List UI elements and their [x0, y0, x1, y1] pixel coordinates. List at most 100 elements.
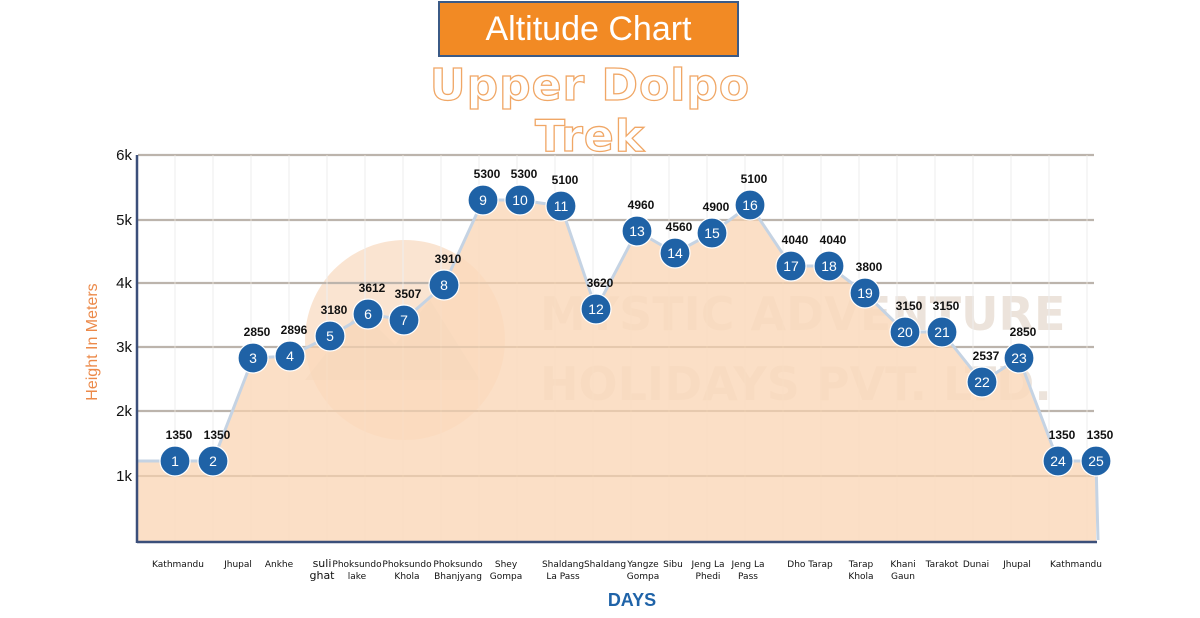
marker-circle-icon — [1042, 445, 1074, 477]
x-category-label: Jhupal — [1002, 560, 1031, 570]
day-number: 11 — [554, 198, 569, 214]
altitude-area — [138, 200, 1096, 542]
marker-circle-icon — [813, 250, 845, 282]
altitude-value-label: 3150 — [933, 299, 960, 313]
data-point: 19 3800 — [849, 260, 883, 309]
x-category-label: suli — [313, 557, 332, 570]
y-tick-label: 6k — [116, 147, 132, 164]
y-tick-label: 2k — [116, 403, 132, 420]
data-point: 16 5100 — [734, 172, 768, 221]
marker-circle-icon — [1003, 342, 1035, 374]
data-point: 18 4040 — [813, 233, 847, 282]
data-point: 7 3507 — [388, 287, 422, 336]
data-point: 5 3180 — [314, 303, 348, 352]
x-category-label: Bhanjyang — [434, 572, 482, 582]
x-category-label: Phedi — [696, 572, 721, 582]
data-point: 13 4960 — [621, 198, 655, 247]
day-number: 15 — [704, 225, 720, 241]
marker-circle-icon — [966, 366, 998, 398]
marker-circle-icon — [889, 316, 921, 348]
x-axis-label-wrap: DAYS — [0, 590, 1200, 611]
x-category-labels: Kathmandu Jhupal Ankhe sulighatPhoksundolak… — [152, 557, 1102, 582]
altitude-value-label: 3800 — [856, 260, 883, 274]
day-number: 16 — [742, 197, 758, 213]
day-number: 7 — [400, 312, 408, 328]
x-category-label: Khani — [890, 560, 915, 570]
x-category-label: Jeng La — [731, 560, 765, 570]
x-category-label: Khola — [394, 572, 419, 582]
day-number: 14 — [667, 245, 683, 261]
data-point: 9 5300 — [467, 167, 501, 216]
data-point: 14 4560 — [659, 220, 693, 269]
x-category-label: Gompa — [490, 572, 522, 582]
altitude-value-label: 4560 — [666, 220, 693, 234]
data-point: 10 5300 — [504, 167, 538, 216]
marker-circle-icon — [388, 304, 420, 336]
altitude-value-label: 4900 — [703, 200, 730, 214]
x-category-label: Pass — [738, 572, 758, 582]
x-category-label: Phoksundo — [332, 560, 382, 570]
marker-circle-icon — [545, 190, 577, 222]
x-category-label: Phoksundo — [433, 560, 483, 570]
day-number: 10 — [512, 192, 528, 208]
y-tick-label: 3k — [116, 339, 132, 356]
day-number: 17 — [783, 258, 799, 274]
altitude-value-label: 1350 — [1087, 428, 1114, 442]
altitude-value-label: 1350 — [204, 428, 231, 442]
x-axis-label: DAYS — [607, 590, 657, 610]
day-number: 13 — [629, 223, 645, 239]
y-tick-label: 5k — [116, 212, 132, 229]
data-point: 2 1350 — [197, 428, 231, 477]
y-tick-labels: 6k 5k 4k 3k 2k 1k — [116, 147, 132, 485]
chart-title-banner: Altitude Chart — [438, 1, 739, 57]
day-number: 25 — [1088, 453, 1104, 469]
marker-circle-icon — [696, 217, 728, 249]
marker-circle-icon — [580, 293, 612, 325]
altitude-value-label: 3910 — [435, 252, 462, 266]
data-point: 15 4900 — [696, 200, 730, 249]
x-category-label: Gaun — [891, 572, 915, 582]
altitude-value-label: 3150 — [896, 299, 923, 313]
x-category-label: Phoksundo — [382, 560, 432, 570]
marker-circle-icon — [926, 316, 958, 348]
x-category-label: Tarakot — [925, 560, 959, 570]
marker-circle-icon — [428, 269, 460, 301]
altitude-value-label: 4040 — [820, 233, 847, 247]
chart-title: Altitude Chart — [485, 9, 692, 48]
data-point: 4 2896 — [274, 323, 308, 372]
marker-circle-icon — [274, 340, 306, 372]
y-tick-label: 4k — [116, 275, 132, 292]
x-category-label: La Pass — [546, 572, 580, 582]
altitude-value-label: 4040 — [782, 233, 809, 247]
data-point: 20 3150 — [889, 299, 923, 348]
marker-circle-icon — [621, 215, 653, 247]
day-number: 22 — [974, 374, 990, 390]
data-point: 17 4040 — [775, 233, 809, 282]
marker-circle-icon — [504, 184, 536, 216]
day-number: 19 — [857, 285, 873, 301]
x-category-label: Tarap — [848, 560, 874, 570]
data-point: 8 3910 — [428, 252, 462, 301]
day-number: 3 — [249, 350, 257, 366]
altitude-value-label: 3620 — [587, 276, 614, 290]
day-number: 1 — [171, 453, 179, 469]
x-category-label: Yangze — [626, 560, 659, 570]
day-number: 5 — [326, 328, 334, 344]
marker-circle-icon — [734, 189, 766, 221]
x-category-label: Jeng La — [691, 560, 725, 570]
x-category-label: Shaldang — [542, 560, 584, 570]
y-axis-label: Height In Meters — [84, 283, 101, 401]
x-category-label: lake — [348, 572, 367, 582]
y-tick-label: 1k — [116, 468, 132, 485]
day-number: 6 — [364, 306, 372, 322]
day-number: 4 — [286, 348, 294, 364]
altitude-value-label: 5300 — [511, 167, 538, 181]
altitude-value-label: 2850 — [1010, 325, 1037, 339]
altitude-value-label: 2537 — [973, 349, 1000, 363]
day-number: 2 — [209, 453, 217, 469]
data-point: 6 3612 — [352, 281, 386, 330]
data-point: 12 3620 — [580, 276, 614, 325]
data-point: 23 2850 — [1003, 325, 1037, 374]
x-category-label: Jhupal — [223, 560, 252, 570]
marker-circle-icon — [659, 237, 691, 269]
